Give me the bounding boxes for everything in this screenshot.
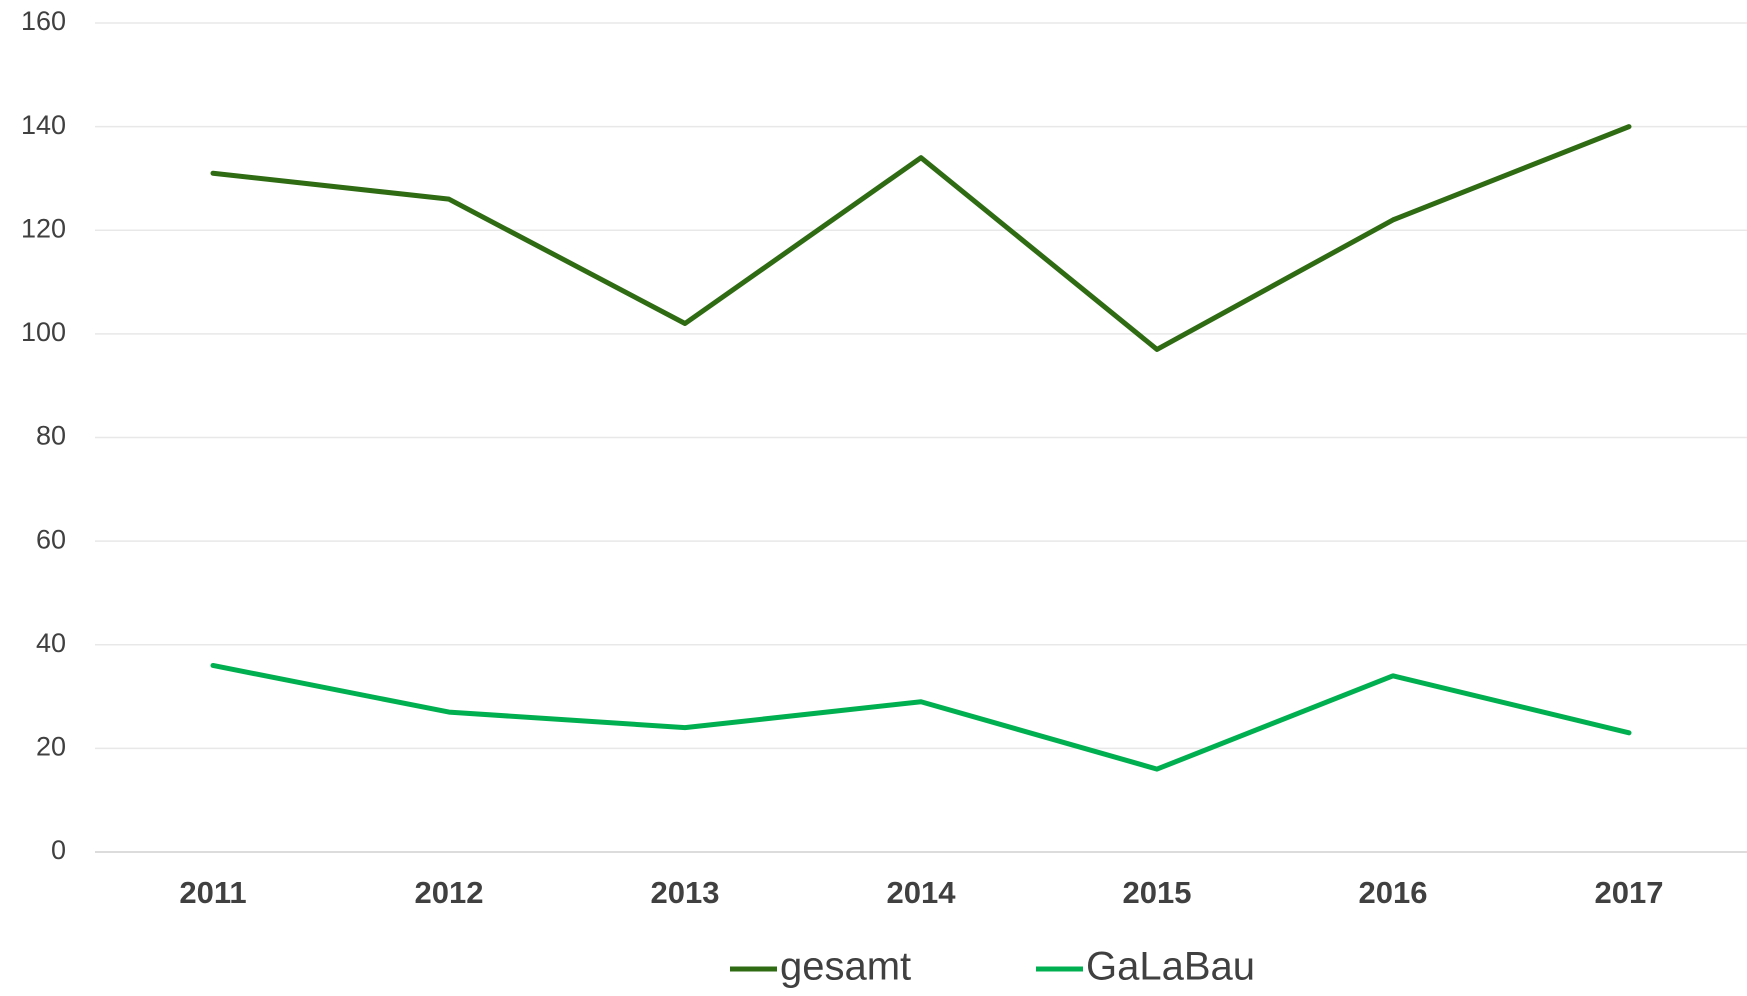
y-tick-label: 40 xyxy=(36,628,66,658)
series-line xyxy=(210,662,1632,772)
y-tick-label: 160 xyxy=(21,6,66,36)
y-tick-label: 100 xyxy=(21,317,66,347)
y-tick-label: 60 xyxy=(36,524,66,554)
y-tick-label: 80 xyxy=(36,421,66,451)
y-tick-label: 140 xyxy=(21,110,66,140)
x-tick-label: 2012 xyxy=(415,875,484,910)
x-tick-label: 2017 xyxy=(1595,875,1664,910)
x-tick-label: 2015 xyxy=(1123,875,1192,910)
y-tick-label: 20 xyxy=(36,732,66,762)
x-tick-label: 2011 xyxy=(179,875,246,910)
x-tick-label: 2016 xyxy=(1359,875,1428,910)
x-tick-label: 2013 xyxy=(651,875,720,910)
series-line xyxy=(210,124,1632,352)
y-tick-label: 0 xyxy=(51,835,66,865)
x-tick-label: 2014 xyxy=(887,875,957,910)
legend-label: gesamt xyxy=(780,945,911,989)
y-tick-label: 120 xyxy=(21,213,66,243)
legend-label: GaLaBau xyxy=(1086,945,1255,989)
